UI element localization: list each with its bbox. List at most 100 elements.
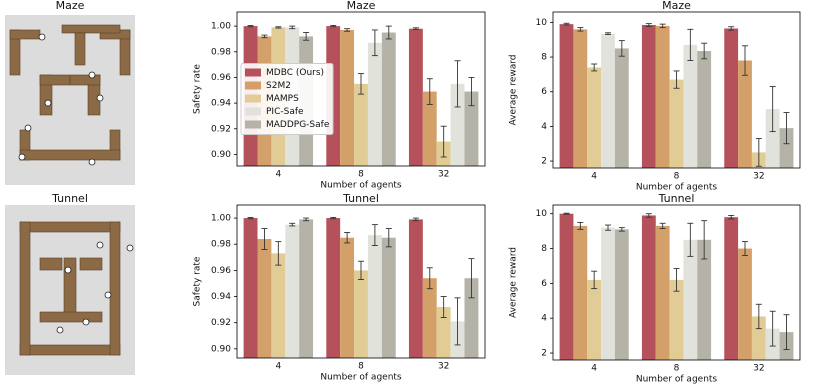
legend-swatch — [245, 81, 261, 90]
y-tick-label: 4 — [541, 122, 547, 132]
bar — [614, 48, 629, 168]
y-tick-label: 2 — [541, 157, 547, 167]
error-bar — [783, 112, 790, 145]
bar — [765, 109, 780, 168]
bar — [683, 239, 698, 360]
error-bar — [454, 60, 461, 108]
bar — [573, 29, 588, 169]
wall — [39, 74, 71, 86]
wall — [39, 311, 103, 323]
error-bar — [426, 267, 433, 290]
error-bar — [618, 40, 625, 57]
bar — [340, 29, 355, 166]
x-tick-label: 8 — [358, 170, 364, 180]
chart-title: Tunnel — [342, 192, 379, 205]
error-bar — [468, 258, 475, 299]
error-bar — [289, 222, 296, 227]
bar — [724, 217, 739, 360]
error-bar — [604, 32, 611, 35]
chart-title: Tunnel — [658, 192, 695, 205]
bar — [285, 224, 300, 358]
error-bar — [344, 28, 351, 32]
error-bar — [645, 213, 652, 218]
wall — [74, 32, 86, 66]
tunnel-render — [5, 205, 135, 375]
error-bar — [659, 222, 666, 229]
bar — [655, 25, 670, 168]
maze-render — [5, 15, 135, 185]
error-bar — [412, 27, 419, 31]
bar — [751, 316, 766, 360]
x-tick-label: 4 — [275, 362, 281, 372]
agent — [18, 153, 26, 161]
x-tick-label: 32 — [753, 364, 764, 374]
chart-title: Maze — [347, 0, 376, 12]
error-bar — [330, 216, 337, 220]
wall — [109, 221, 121, 356]
y-tick-label: 0.94 — [211, 99, 231, 109]
bar — [464, 278, 479, 358]
error-bar — [659, 23, 666, 29]
error-bar — [303, 217, 310, 222]
error-bar — [563, 212, 570, 215]
y-axis-label: Safety rate — [193, 64, 203, 114]
legend — [240, 63, 334, 135]
error-bar — [783, 314, 790, 351]
bar — [367, 42, 382, 166]
bar — [601, 227, 615, 360]
bar — [326, 218, 341, 358]
bar — [697, 51, 712, 168]
error-bar — [247, 25, 254, 28]
y-axis-label: Average reward — [509, 55, 519, 126]
y-tick-label: 1.00 — [211, 22, 231, 32]
error-bar — [371, 224, 378, 246]
agent — [38, 33, 46, 41]
bar — [697, 239, 712, 360]
x-tick-label: 4 — [275, 170, 281, 180]
agent — [82, 318, 90, 326]
error-bar — [289, 25, 296, 30]
error-bar — [344, 232, 351, 244]
wall — [39, 257, 63, 271]
bar — [724, 28, 739, 168]
error-bar — [673, 70, 680, 89]
x-tick-label: 32 — [438, 362, 449, 372]
y-tick-label: 0.92 — [211, 124, 231, 134]
error-bar — [330, 25, 337, 28]
bar — [422, 278, 437, 358]
legend-label: MADDPG-Safe — [266, 120, 330, 130]
y-tick-label: 0.94 — [211, 292, 231, 302]
agent — [104, 291, 112, 299]
agent — [88, 158, 96, 166]
y-tick-label: 0.98 — [211, 240, 231, 250]
error-bar — [701, 220, 708, 260]
bar — [257, 239, 272, 358]
bar — [641, 215, 656, 360]
panel-title: Tunnel — [51, 192, 88, 205]
y-tick-label: 0.98 — [211, 47, 231, 57]
bar — [381, 32, 396, 167]
error-bar — [247, 216, 254, 220]
bar — [354, 83, 368, 166]
y-tick-label: 8 — [541, 244, 547, 254]
error-bar — [358, 260, 364, 280]
agent — [126, 244, 134, 252]
x-tick-label: 32 — [753, 172, 764, 182]
error-bar — [769, 86, 776, 133]
error-bar — [591, 270, 598, 290]
legend-swatch — [245, 107, 261, 116]
y-tick-label: 6 — [541, 87, 547, 97]
error-bar — [687, 28, 694, 61]
error-bar — [385, 25, 392, 40]
error-bar — [755, 303, 762, 330]
bar — [381, 237, 396, 358]
wall — [63, 257, 77, 319]
error-bar — [604, 224, 611, 231]
bar — [779, 128, 794, 168]
agent — [56, 326, 64, 334]
error-bar — [275, 241, 282, 266]
error-bar — [261, 228, 268, 250]
bar — [587, 279, 602, 360]
bar — [683, 44, 698, 168]
